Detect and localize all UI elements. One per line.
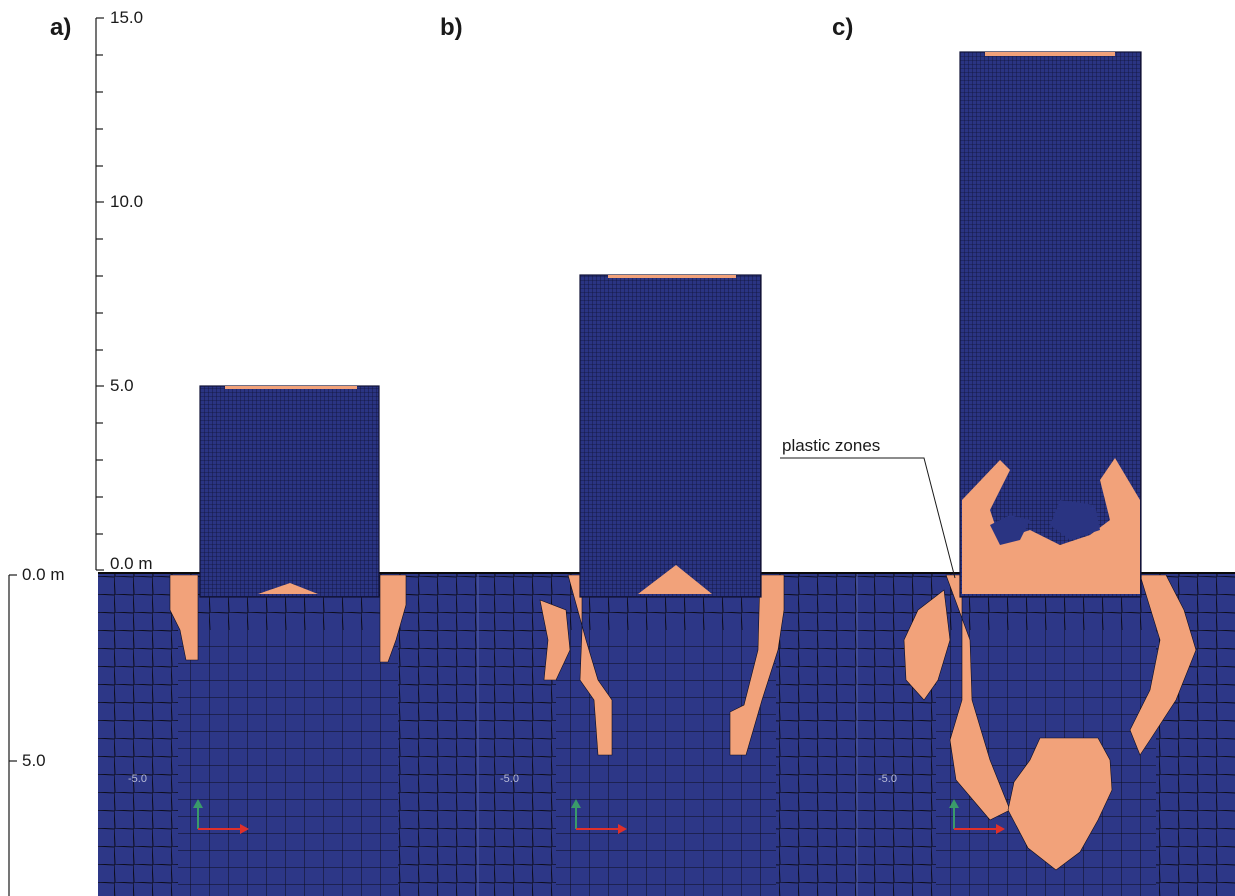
column-c: [959, 51, 1142, 598]
inner-depth-label: -5.0: [878, 773, 897, 785]
upper-tick-label: 10.0: [110, 192, 144, 211]
upper-tick-label: 5.0: [110, 376, 134, 395]
annotation-leader: [780, 457, 956, 579]
upper-scale: [95, 17, 104, 571]
upper-tick-label: 15.0: [110, 8, 144, 27]
soil-plastic-zones: [169, 574, 1197, 871]
panel-label-a: a): [50, 14, 72, 41]
lower-tick-label: 0.0 m: [22, 565, 65, 584]
lower-scale: [8, 574, 17, 896]
axis-arrows-a: [193, 799, 249, 834]
upper-tick-label: 0.0 m: [110, 554, 153, 573]
panel-label-b: b): [440, 14, 463, 41]
inner-depth-label: -5.0: [500, 773, 519, 785]
column-a: [199, 385, 380, 598]
lower-tick-label: 5.0: [22, 751, 46, 770]
axis-arrows-c: [949, 799, 1005, 834]
column-b: [579, 274, 762, 598]
plastic-zones-annotation: plastic zones: [782, 436, 881, 455]
axis-arrows-b: [571, 799, 627, 834]
inner-depth-label: -5.0: [128, 773, 147, 785]
panel-label-c: c): [832, 14, 854, 41]
soil-mesh: [98, 572, 1235, 896]
